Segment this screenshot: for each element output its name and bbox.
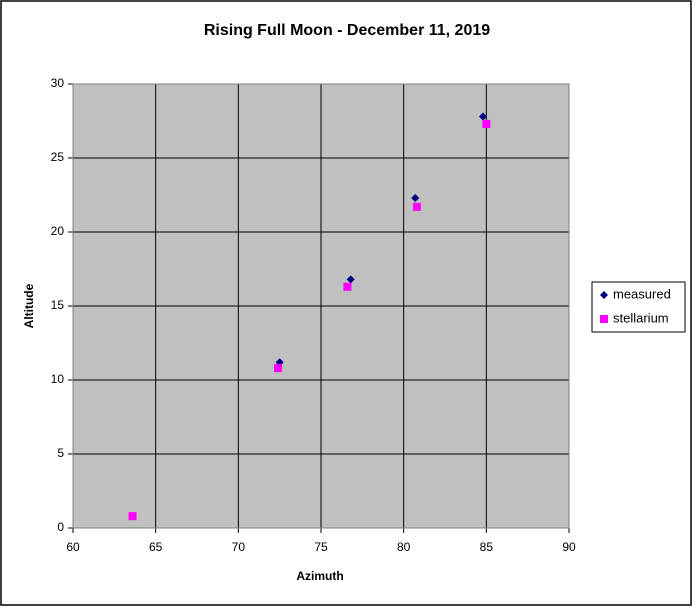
legend-box — [591, 281, 686, 333]
point — [274, 364, 283, 373]
point — [128, 512, 137, 521]
x-tick-label: 75 — [314, 540, 328, 554]
y-tick-label: 0 — [57, 520, 64, 534]
x-tick-label: 60 — [66, 540, 80, 554]
x-axis-label: Azimuth — [296, 569, 343, 583]
point — [343, 282, 352, 291]
legend-label: stellarium — [613, 310, 669, 325]
point — [411, 193, 420, 202]
legend-marker — [600, 291, 608, 299]
plot-border — [72, 83, 570, 529]
y-tick-label: 20 — [51, 224, 65, 238]
x-tick-label: 65 — [149, 540, 163, 554]
point — [479, 112, 488, 121]
y-tick-label: 10 — [51, 372, 65, 386]
y-tick-label: 15 — [51, 298, 65, 312]
y-axis-label: Altitude — [22, 283, 36, 328]
y-tick-label: 25 — [51, 150, 65, 164]
y-tick-label: 5 — [57, 446, 64, 460]
point — [412, 202, 421, 211]
legend-label: measured — [613, 286, 671, 301]
point — [482, 119, 491, 128]
chart-title: Rising Full Moon - December 11, 2019 — [204, 22, 490, 39]
y-tick-label: 30 — [51, 76, 65, 90]
x-tick-label: 85 — [480, 540, 494, 554]
x-tick-label: 70 — [232, 540, 246, 554]
x-tick-label: 80 — [397, 540, 411, 554]
x-tick-label: 90 — [562, 540, 576, 554]
legend-marker — [600, 315, 608, 323]
point — [346, 275, 355, 284]
